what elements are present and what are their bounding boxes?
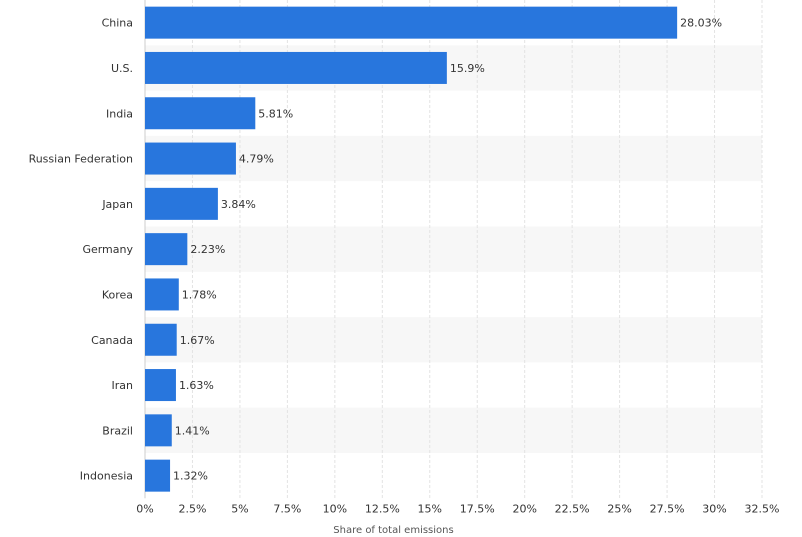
category-label: Canada — [91, 334, 133, 347]
bar[interactable] — [145, 51, 447, 84]
row-bands — [145, 45, 762, 453]
bar[interactable] — [145, 414, 172, 447]
category-label: U.S. — [111, 62, 133, 75]
bar[interactable] — [145, 142, 236, 175]
category-label: Brazil — [102, 424, 133, 437]
category-labels: China U.S. India Russian Federation Japan Ger… — [29, 17, 134, 483]
bar[interactable] — [145, 6, 678, 39]
row-band — [145, 317, 762, 363]
bar[interactable] — [145, 97, 256, 130]
x-tick-label: 10% — [323, 502, 347, 515]
value-label: 28.03% — [680, 17, 722, 30]
category-label: Iran — [112, 379, 134, 392]
value-label: 2.23% — [190, 243, 225, 256]
x-tick-label: 20% — [512, 502, 536, 515]
row-band — [145, 135, 762, 182]
value-label: 1.63% — [179, 379, 214, 392]
category-label: Korea — [102, 288, 133, 301]
bar[interactable] — [145, 278, 179, 311]
bar[interactable] — [145, 459, 171, 492]
x-tick-label: 7.5% — [273, 502, 301, 515]
row-band — [145, 226, 762, 272]
bar[interactable] — [145, 323, 177, 356]
category-label: China — [102, 17, 133, 30]
x-tick-label: 30% — [702, 502, 726, 515]
x-tick-label: 25% — [607, 502, 631, 515]
category-label: Japan — [101, 198, 133, 211]
bar[interactable] — [145, 233, 188, 266]
x-tick-label: 22.5% — [555, 502, 590, 515]
value-label: 1.32% — [173, 470, 208, 483]
category-label: Germany — [82, 243, 133, 256]
x-axis-title: Share of total emissions — [333, 525, 453, 536]
x-tick-label: 12.5% — [365, 502, 400, 515]
value-labels: 28.03% 15.9% 5.81% 4.79% 3.84% 2.23% 1.78% 1.67… — [173, 17, 722, 483]
x-tick-label: 27.5% — [650, 502, 685, 515]
x-tick-label: 32.5% — [745, 502, 780, 515]
value-label: 4.79% — [239, 153, 274, 166]
value-label: 15.9% — [450, 62, 485, 75]
x-tick-label: 0% — [136, 502, 153, 515]
value-label: 5.81% — [258, 107, 293, 120]
row-band — [145, 407, 762, 453]
bar[interactable] — [145, 187, 218, 220]
value-label: 1.67% — [180, 334, 215, 347]
bars — [145, 6, 678, 492]
x-tick-labels: 0% 2.5% 5% 7.5% 10% 12.5% 15% 17.5% 20% 22.5% 25% 2… — [136, 502, 779, 515]
category-label: Indonesia — [80, 470, 133, 483]
x-tick-label: 17.5% — [460, 502, 495, 515]
category-label: India — [106, 107, 133, 120]
value-label: 1.78% — [182, 288, 217, 301]
category-label: Russian Federation — [29, 153, 133, 166]
bar[interactable] — [145, 369, 176, 402]
value-label: 1.41% — [175, 424, 210, 437]
x-tick-label: 2.5% — [178, 502, 206, 515]
x-tick-label: 5% — [231, 502, 248, 515]
value-label: 3.84% — [221, 198, 256, 211]
gridlines — [144, 0, 763, 499]
x-tick-label: 15% — [418, 502, 442, 515]
